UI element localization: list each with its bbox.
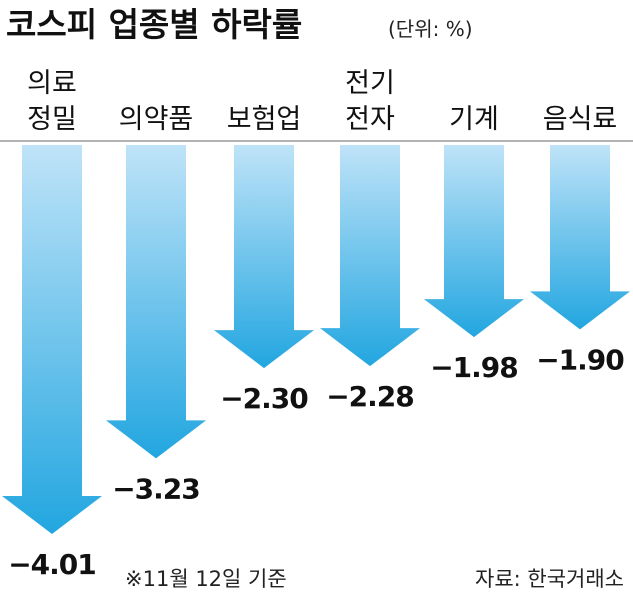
value-label: −1.98 (430, 351, 518, 384)
value-label: −2.30 (220, 382, 308, 415)
value-labels: −4.01 −3.23 −2.30 −2.28 −1.98 −1.90 (8, 343, 625, 581)
value-label: −4.01 (8, 548, 96, 581)
category-label: 기계 (449, 104, 499, 135)
source-label: 자료: 한국거래소 (475, 567, 624, 591)
category-label: 전자 (345, 104, 395, 135)
value-label: −3.23 (112, 472, 200, 505)
arrow-bar (106, 145, 206, 459)
date-note: ※11월 12일 기준 (125, 567, 287, 591)
arrow-bar (2, 145, 102, 534)
arrow-bar (530, 145, 630, 330)
arrow-bar (424, 145, 524, 338)
arrows (2, 145, 630, 534)
value-label: −2.28 (326, 380, 414, 413)
value-label: −1.90 (536, 343, 624, 376)
category-label: 의료 (27, 68, 77, 99)
category-label: 보험업 (227, 104, 302, 135)
category-label: 전기 (345, 68, 395, 99)
category-label: 의약품 (119, 104, 194, 135)
category-label: 음식료 (543, 104, 618, 135)
chart-title: 코스피 업종별 하락률 (6, 5, 302, 44)
arrow-bar (320, 145, 420, 367)
category-label: 정밀 (27, 104, 77, 135)
arrow-bar (214, 145, 314, 369)
unit-label: (단위: %) (388, 17, 473, 41)
